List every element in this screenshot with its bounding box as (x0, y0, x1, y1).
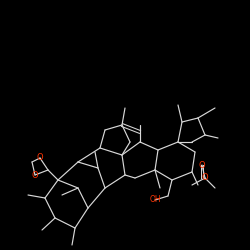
Text: O: O (199, 160, 205, 170)
Text: O: O (37, 154, 43, 162)
Text: O: O (202, 174, 208, 182)
Text: OH: OH (149, 196, 161, 204)
Text: O: O (32, 170, 38, 179)
